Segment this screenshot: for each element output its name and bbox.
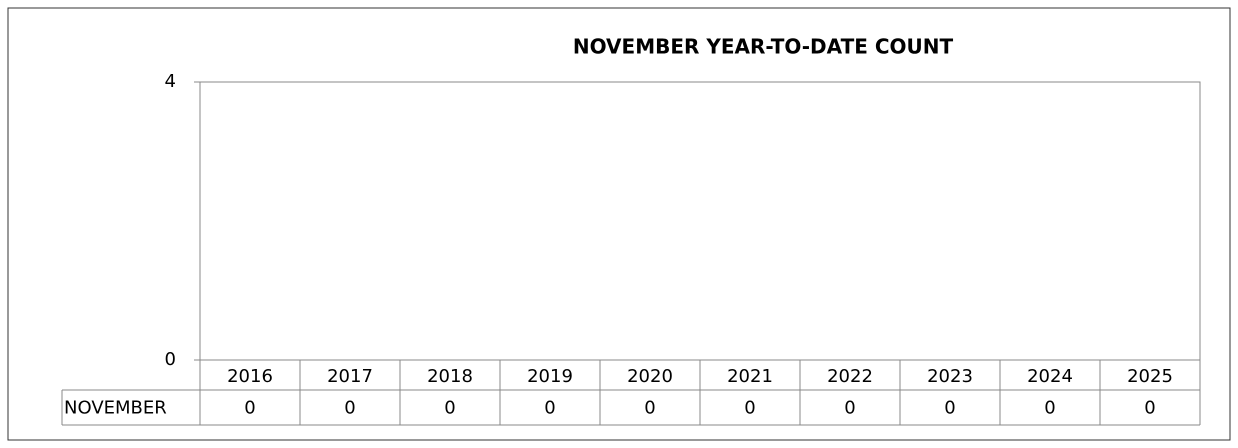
data-label: 0 <box>344 398 355 419</box>
x-tick-label: 2018 <box>427 366 473 387</box>
data-label: 0 <box>844 398 855 419</box>
data-label: 0 <box>1044 398 1055 419</box>
y-tick-label: 4 <box>165 71 176 92</box>
data-label: 0 <box>1144 398 1155 419</box>
chart-title: NOVEMBER YEAR-TO-DATE COUNT <box>573 35 954 59</box>
data-label: 0 <box>744 398 755 419</box>
x-tick-label: 2016 <box>227 366 273 387</box>
x-tick-label: 2019 <box>527 366 573 387</box>
x-tick-label: 2021 <box>727 366 773 387</box>
data-label: 0 <box>244 398 255 419</box>
x-tick-label: 2017 <box>327 366 373 387</box>
y-tick-label: 0 <box>165 349 176 370</box>
x-tick-label: 2020 <box>627 366 673 387</box>
data-label: 0 <box>944 398 955 419</box>
x-tick-label: 2024 <box>1027 366 1073 387</box>
x-tick-label: 2023 <box>927 366 973 387</box>
x-tick-label: 2025 <box>1127 366 1173 387</box>
data-label: 0 <box>444 398 455 419</box>
legend-label: NOVEMBER <box>64 398 167 419</box>
data-label: 0 <box>644 398 655 419</box>
data-label: 0 <box>544 398 555 419</box>
x-tick-label: 2022 <box>827 366 873 387</box>
chart-frame <box>7 7 1231 441</box>
